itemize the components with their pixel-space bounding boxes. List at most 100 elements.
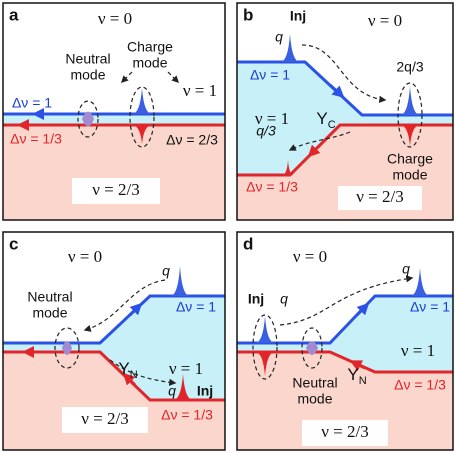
shape bbox=[355, 302, 370, 317]
shape bbox=[83, 279, 166, 332]
shape bbox=[410, 268, 430, 296]
label: q bbox=[275, 29, 283, 45]
nu-label: ν = 1 bbox=[401, 341, 435, 360]
nu-label: ν = 2/3 bbox=[92, 180, 140, 199]
shape bbox=[132, 125, 152, 144]
shape bbox=[122, 372, 137, 387]
nu-label: ν = 1 bbox=[183, 81, 217, 100]
panel-d bbox=[237, 294, 453, 450]
shape bbox=[306, 341, 318, 355]
label: Δν = 1 bbox=[250, 67, 290, 83]
shape bbox=[3, 352, 225, 450]
panel-letter: b bbox=[243, 5, 253, 24]
panel-letter: d bbox=[243, 234, 253, 253]
shape bbox=[255, 316, 275, 343]
element bbox=[3, 125, 225, 220]
panel-letter: a bbox=[9, 5, 19, 24]
label: mode bbox=[70, 67, 105, 83]
label: Charge bbox=[387, 151, 433, 167]
shape bbox=[288, 131, 351, 151]
shape bbox=[328, 83, 345, 99]
dashed-outline bbox=[301, 327, 323, 369]
dashed-outline bbox=[77, 100, 99, 138]
label-box bbox=[302, 420, 388, 446]
label: q bbox=[162, 263, 170, 279]
label: mode bbox=[32, 305, 67, 321]
panel-a bbox=[3, 108, 225, 220]
label-box bbox=[62, 407, 148, 433]
shape bbox=[167, 71, 180, 84]
label: mode bbox=[132, 55, 167, 71]
panel-letter: c bbox=[9, 234, 18, 253]
frame bbox=[2, 2, 226, 221]
label: mode bbox=[392, 167, 427, 183]
label: Neutral bbox=[292, 375, 337, 391]
label: q/3 bbox=[256, 123, 276, 139]
nu-label: ν = 0 bbox=[98, 9, 132, 28]
label: Δν = 1 bbox=[410, 299, 450, 315]
frame bbox=[236, 231, 454, 451]
shape bbox=[307, 143, 322, 158]
label: q bbox=[402, 261, 410, 277]
label: Δν = 1 bbox=[176, 299, 216, 315]
label: Δν = 1/3 bbox=[10, 131, 62, 147]
shape bbox=[109, 359, 177, 386]
nu-label: ν = 2/3 bbox=[81, 409, 129, 428]
junction-label: YN bbox=[347, 365, 366, 386]
label: Δν = 2/3 bbox=[166, 132, 218, 148]
nu-label: ν = 2/3 bbox=[321, 422, 369, 441]
element bbox=[3, 114, 225, 125]
nu-label: ν = 1 bbox=[169, 359, 203, 378]
label: Δν = 1/3 bbox=[246, 179, 298, 195]
label: Charge bbox=[127, 39, 173, 55]
text-part: C bbox=[328, 119, 336, 131]
junction-label: YN bbox=[118, 359, 137, 380]
shape bbox=[255, 352, 275, 376]
nu-label: ν = 0 bbox=[293, 247, 327, 266]
text-part: Y bbox=[347, 365, 358, 384]
label: Neutral bbox=[27, 289, 72, 305]
shape bbox=[237, 352, 453, 450]
label-box bbox=[338, 186, 422, 210]
label: mode bbox=[297, 391, 332, 407]
label: Δν = 1/3 bbox=[161, 407, 213, 423]
label-box bbox=[72, 178, 160, 204]
label: Inj bbox=[248, 291, 264, 307]
frame bbox=[2, 231, 226, 451]
label: q bbox=[280, 291, 288, 307]
nu-label: ν = 1 bbox=[255, 109, 289, 128]
dashed-outline bbox=[252, 314, 278, 380]
shape bbox=[62, 341, 72, 355]
shape bbox=[132, 88, 152, 114]
nu-label: ν = 2/3 bbox=[356, 187, 404, 206]
text-part: Y bbox=[118, 359, 129, 378]
label: Inj bbox=[290, 8, 306, 24]
shape bbox=[82, 111, 94, 127]
shape bbox=[349, 360, 366, 372]
panel-c bbox=[3, 294, 225, 450]
shape bbox=[170, 266, 190, 296]
text-part: N bbox=[359, 375, 367, 387]
shape bbox=[279, 275, 414, 326]
frame bbox=[236, 2, 454, 221]
text-part: Y bbox=[316, 109, 327, 128]
nu-label: ν = 0 bbox=[368, 11, 402, 30]
nu-label: ν = 0 bbox=[68, 247, 102, 266]
text-part: N bbox=[130, 369, 138, 381]
shape bbox=[237, 296, 453, 372]
shape bbox=[400, 125, 420, 146]
label: 2q/3 bbox=[396, 59, 423, 75]
label: Inj bbox=[197, 383, 213, 399]
dashed-outline bbox=[129, 86, 155, 148]
shape bbox=[120, 71, 133, 84]
shape bbox=[3, 296, 225, 400]
shape bbox=[280, 34, 300, 62]
shape bbox=[128, 302, 143, 317]
dashed-outline bbox=[397, 82, 423, 148]
shape bbox=[400, 86, 420, 115]
label: q bbox=[168, 383, 176, 399]
label: Δν = 1 bbox=[12, 95, 52, 111]
shape bbox=[173, 374, 193, 400]
shape bbox=[282, 160, 294, 175]
